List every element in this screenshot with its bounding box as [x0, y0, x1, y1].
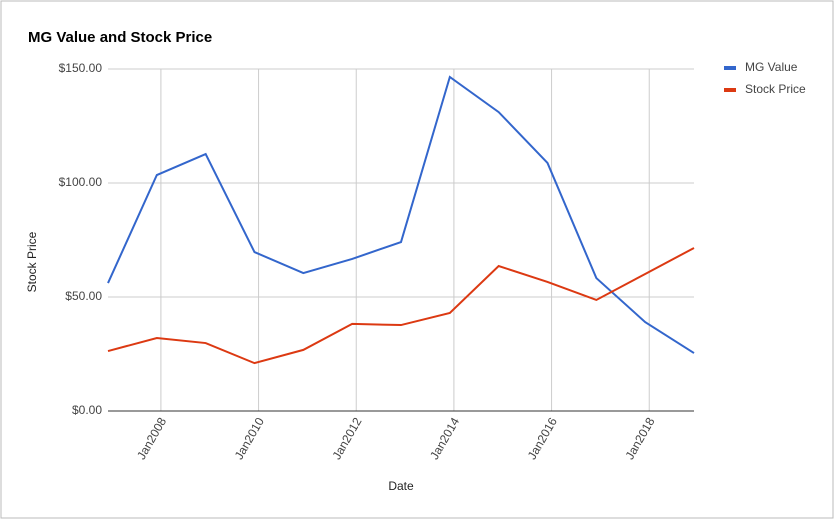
- y-tick-label: $150.00: [59, 61, 103, 75]
- series-line: [107, 75, 695, 354]
- legend-swatch: [724, 66, 736, 70]
- y-tick-label: $50.00: [65, 289, 102, 303]
- legend-swatch: [724, 88, 736, 92]
- legend-label: Stock Price: [745, 82, 806, 96]
- y-tick-label: $0.00: [72, 403, 102, 417]
- x-axis-label: Date: [388, 479, 414, 493]
- y-tick-label: $100.00: [59, 175, 103, 189]
- legend-label: MG Value: [745, 60, 798, 74]
- chart-title: MG Value and Stock Price: [28, 29, 212, 46]
- y-axis-label: Stock Price: [25, 231, 39, 292]
- series-line: [107, 247, 695, 365]
